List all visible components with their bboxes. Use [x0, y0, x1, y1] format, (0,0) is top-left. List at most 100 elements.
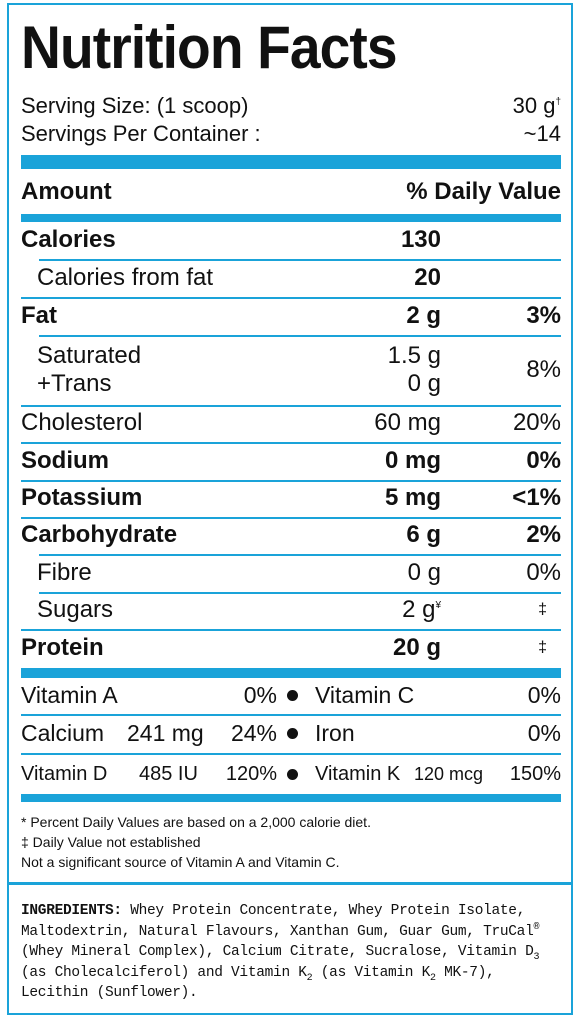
vitamin-d-amount: 485 IU	[139, 763, 198, 785]
protein-dv: ‡	[538, 639, 547, 656]
vitamin-k-label: Vitamin K	[315, 763, 401, 785]
ingredients-text: INGREDIENTS: Whey Protein Concentrate, W…	[21, 901, 561, 1004]
row-sugars: Sugars 2 g¥ ‡	[21, 595, 561, 631]
saturated-label: Saturated	[37, 342, 142, 369]
vitamin-d-label: Vitamin D	[21, 763, 108, 785]
cholesterol-label: Cholesterol	[21, 409, 143, 436]
sodium-amount: 0 mg	[384, 447, 441, 474]
sodium-label: Sodium	[21, 447, 109, 474]
nutrition-facts-label: Nutrition Facts Serving Size: (1 scoop) …	[7, 3, 573, 1015]
sugars-dv: ‡	[538, 601, 547, 618]
row-divider	[21, 714, 561, 716]
fat-label: Fat	[21, 302, 57, 329]
subscript: 2	[306, 972, 313, 984]
subscript: 2	[429, 972, 436, 984]
row-cholesterol: Cholesterol 60 mg 20%	[21, 408, 561, 444]
footnote-not-established: ‡ Daily Value not established	[21, 834, 201, 850]
carbohydrate-label: Carbohydrate	[21, 521, 178, 548]
row-vitamin-d-k: Vitamin D 485 IU 120% Vitamin K 120 mcg …	[21, 759, 561, 795]
row-divider	[21, 753, 561, 755]
serving-size-amount: 30 g	[512, 93, 556, 118]
ingredients-divider	[9, 882, 571, 885]
fat-dv: 3%	[526, 302, 561, 329]
potassium-dv: <1%	[512, 484, 561, 511]
registered-mark: ®	[533, 921, 540, 933]
row-potassium: Potassium 5 mg <1%	[21, 483, 561, 519]
vitamin-d-dv: 120%	[225, 763, 277, 785]
saturated-amount: 1.5 g	[387, 342, 441, 369]
trans-amount: 0 g	[407, 370, 441, 397]
ingredients-part: MK-7), Lecithin (Sunflower).	[21, 964, 495, 1002]
row-fibre: Fibre 0 g 0%	[21, 558, 561, 594]
sodium-dv: 0%	[526, 447, 561, 474]
ingredients-part: (as Cholecalciferol) and Vitamin K	[21, 964, 307, 981]
row-divider	[39, 592, 561, 594]
saturated-trans-dv: 8%	[526, 356, 561, 383]
subscript: 3	[533, 951, 540, 963]
row-sodium: Sodium 0 mg 0%	[21, 446, 561, 482]
calories-from-fat-amount: 20	[414, 264, 441, 291]
vitamin-divider	[21, 668, 561, 678]
row-divider	[21, 442, 561, 444]
row-divider	[39, 335, 561, 337]
sugars-amount: 2 g¥	[402, 595, 441, 625]
bullet-icon	[287, 690, 298, 701]
header-row: Amount % Daily Value	[21, 177, 561, 213]
carbohydrate-dv: 2%	[526, 521, 561, 548]
row-divider	[21, 297, 561, 299]
row-calories: Calories 130	[21, 225, 561, 261]
vitamin-c-dv: 0%	[527, 682, 561, 708]
ingredients-label: INGREDIENTS:	[21, 903, 122, 919]
row-divider	[39, 259, 561, 261]
fibre-label: Fibre	[37, 559, 92, 586]
fibre-dv: 0%	[526, 559, 561, 586]
footnote-divider	[21, 794, 561, 802]
row-divider	[21, 405, 561, 407]
medium-divider	[21, 214, 561, 222]
row-fat: Fat 2 g 3%	[21, 301, 561, 337]
carbohydrate-amount: 6 g	[406, 521, 441, 548]
vitamin-c-label: Vitamin C	[315, 682, 415, 708]
footnote-not-significant: Not a significant source of Vitamin A an…	[21, 854, 340, 870]
footnote-percent: * Percent Daily Values are based on a 2,…	[21, 814, 371, 830]
ingredients-part: Whey Protein Concentrate, Whey Protein I…	[21, 903, 534, 940]
sugars-mark: ¥	[435, 600, 441, 611]
calories-amount: 130	[400, 226, 441, 253]
row-protein: Protein 20 g ‡	[21, 633, 561, 669]
row-calcium-iron: Calcium 241 mg 24% Iron 0%	[21, 718, 561, 754]
fat-amount: 2 g	[406, 302, 441, 329]
serving-size-value: 30 g†	[513, 93, 561, 119]
calcium-label: Calcium	[21, 720, 105, 746]
row-calories-from-fat: Calories from fat 20	[21, 263, 561, 299]
vitamin-k-amount: 120 mcg	[413, 764, 483, 784]
potassium-amount: 5 mg	[384, 484, 441, 511]
sugars-amount-value: 2 g	[402, 596, 436, 623]
row-divider	[39, 554, 561, 556]
ingredients-part: (as Vitamin K	[312, 964, 431, 981]
protein-label: Protein	[21, 634, 104, 661]
protein-amount: 20 g	[392, 634, 441, 661]
fibre-amount: 0 g	[407, 559, 441, 586]
calcium-amount: 241 mg	[127, 720, 204, 746]
row-divider	[21, 629, 561, 631]
row-saturated-trans: Saturated 1.5 g +Trans 0 g 8%	[21, 339, 561, 405]
cholesterol-dv: 20%	[512, 409, 561, 436]
serving-size-label: Serving Size: (1 scoop)	[21, 93, 249, 118]
ingredients-part: (Whey Mineral Complex), Calcium Citrate,…	[21, 944, 534, 960]
trans-label: +Trans	[37, 370, 112, 397]
iron-label: Iron	[315, 720, 355, 746]
label-title: Nutrition Facts	[21, 14, 398, 81]
row-vitamin-a-c: Vitamin A 0% Vitamin C 0%	[21, 680, 561, 716]
calories-label: Calories	[21, 226, 116, 253]
serving-size-mark: †	[555, 96, 561, 108]
calcium-dv: 24%	[230, 720, 277, 746]
calories-from-fat-label: Calories from fat	[37, 264, 214, 291]
vitamin-a-dv: 0%	[243, 682, 277, 708]
row-carbohydrate: Carbohydrate 6 g 2%	[21, 520, 561, 556]
bullet-icon	[287, 728, 298, 739]
bullet-icon	[287, 769, 298, 780]
iron-dv: 0%	[527, 720, 561, 746]
cholesterol-amount: 60 mg	[374, 409, 441, 436]
servings-per-container-label: Servings Per Container :	[21, 121, 261, 146]
row-divider	[21, 517, 561, 519]
